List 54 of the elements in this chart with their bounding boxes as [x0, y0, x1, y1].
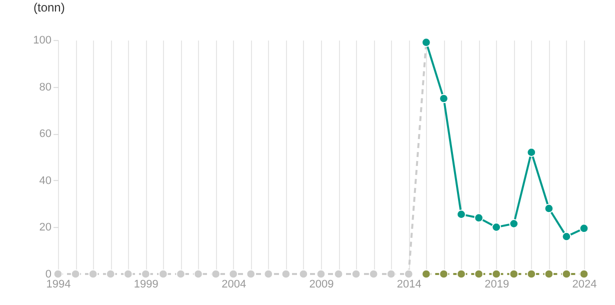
point: [526, 269, 536, 279]
point: [456, 210, 466, 220]
point: [176, 269, 186, 279]
point: [579, 269, 589, 279]
point: [439, 94, 448, 104]
point: [194, 269, 203, 279]
point: [298, 269, 308, 279]
point: [509, 269, 519, 279]
point: [439, 269, 448, 279]
point: [386, 269, 396, 279]
point: [492, 269, 502, 279]
point: [526, 148, 536, 157]
point: [544, 269, 554, 279]
x-tick-label: 2014: [396, 278, 422, 290]
y-tick-label: 80: [39, 81, 52, 94]
point: [264, 269, 274, 279]
point: [544, 204, 554, 214]
point: [456, 269, 466, 279]
point: [351, 269, 361, 279]
point: [70, 269, 80, 279]
y-tick-label: 60: [39, 128, 52, 140]
point: [211, 269, 220, 279]
point: [228, 269, 238, 279]
point: [246, 269, 256, 279]
point: [509, 219, 519, 228]
point: [562, 269, 572, 279]
x-tick-label: 2019: [484, 278, 510, 290]
point: [123, 269, 133, 279]
y-tick-label: 0: [45, 268, 52, 280]
point: [492, 222, 502, 232]
point: [334, 269, 344, 279]
x-tick-label: 2004: [222, 278, 246, 290]
point: [474, 213, 484, 223]
x-tick-label: 2009: [309, 278, 334, 290]
point: [404, 269, 414, 279]
y-axis-title: (tonn): [34, 0, 65, 14]
x-tick-label: 2024: [572, 278, 597, 290]
point: [422, 269, 431, 279]
point: [316, 269, 326, 279]
y-tick-label: 40: [39, 174, 52, 187]
point: [140, 269, 150, 279]
x-tick-label: 1999: [134, 278, 158, 290]
x-tick-label: 1994: [46, 278, 71, 290]
y-tick-label: 20: [39, 222, 52, 234]
point: [368, 269, 378, 279]
y-tick-label: 100: [33, 34, 52, 46]
point: [562, 232, 572, 242]
point: [53, 269, 63, 279]
point: [579, 224, 589, 234]
point: [474, 269, 484, 279]
point: [281, 269, 291, 279]
point: [88, 269, 98, 279]
point: [158, 269, 168, 279]
point: [106, 269, 116, 279]
